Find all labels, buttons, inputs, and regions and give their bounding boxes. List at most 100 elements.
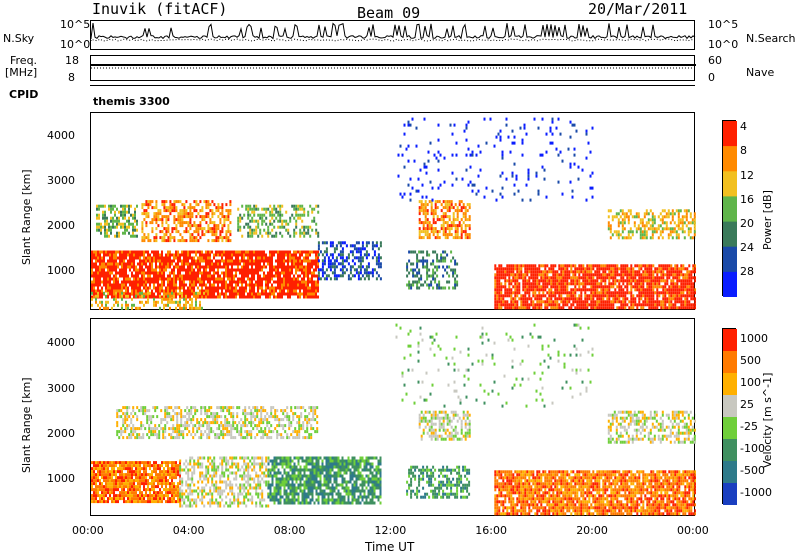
power-cell: [582, 273, 585, 277]
power-cell: [219, 295, 221, 299]
power-cell: [668, 270, 671, 274]
power-cell: [197, 277, 199, 281]
power-cell: [347, 262, 350, 266]
power-cell: [289, 256, 291, 260]
power-cell: [573, 147, 576, 151]
power-cell: [616, 306, 619, 310]
power-cell: [414, 274, 417, 278]
power-cell: [437, 159, 440, 163]
power-cell: [207, 230, 210, 234]
power-cell: [183, 230, 186, 234]
power-cell: [239, 268, 241, 272]
power-cell: [438, 286, 441, 290]
power-cell: [195, 203, 198, 207]
power-cell: [307, 210, 310, 214]
power-cell: [460, 209, 463, 213]
power-cell: [199, 253, 201, 257]
power-cell: [113, 292, 115, 296]
power-cell: [572, 300, 575, 304]
power-cell: [673, 230, 676, 234]
power-cell: [456, 215, 459, 219]
power-cell: [656, 288, 659, 292]
power-cell: [560, 267, 563, 271]
power-cell: [181, 286, 183, 290]
power-cell: [671, 227, 674, 231]
power-cell: [153, 271, 155, 275]
velocity-cell: [127, 488, 129, 492]
power-cell: [161, 297, 163, 301]
power-cell: [121, 262, 123, 266]
power-cell: [113, 265, 115, 269]
power-cell: [644, 303, 647, 307]
power-cell: [377, 256, 380, 260]
power-cell: [620, 279, 623, 283]
power-cell: [217, 253, 219, 257]
power-cell: [454, 230, 457, 234]
power-cell: [103, 265, 105, 269]
power-cell: [506, 294, 509, 298]
power-cell: [169, 206, 172, 210]
power-cell: [671, 236, 674, 240]
power-cell: [112, 216, 114, 220]
power-cell: [181, 259, 183, 263]
velocity-cell: [129, 482, 131, 486]
power-cell: [649, 209, 652, 213]
power-cell: [530, 285, 533, 289]
power-cell: [173, 300, 175, 304]
power-cell: [227, 209, 230, 213]
power-cell: [305, 280, 307, 284]
power-cell: [542, 279, 545, 283]
power-cell: [568, 294, 571, 298]
power-cell: [666, 270, 669, 274]
power-cell: [137, 274, 139, 278]
power-cell: [554, 300, 557, 304]
power-cell: [251, 250, 253, 254]
power-cell: [219, 206, 222, 210]
power-cell: [444, 233, 447, 237]
power-cell: [592, 285, 595, 289]
power-cell: [454, 286, 457, 290]
power-cell: [694, 303, 696, 307]
power-cell: [632, 285, 635, 289]
power-cell: [193, 224, 196, 228]
power-cell: [650, 306, 653, 310]
power-cell: [179, 291, 181, 295]
power-cell: [569, 162, 572, 166]
power-cell: [622, 297, 625, 301]
power-cell: [432, 262, 435, 266]
power-cell: [510, 282, 513, 286]
power-cell: [289, 277, 291, 281]
power-cell: [203, 253, 205, 257]
power-cell: [614, 273, 617, 277]
power-cell: [604, 282, 607, 286]
power-cell: [357, 274, 360, 278]
power-cell: [510, 279, 513, 283]
power-cell: [177, 274, 179, 278]
power-cell: [516, 306, 519, 310]
power-cell: [219, 277, 221, 281]
power-cell: [528, 297, 531, 301]
power-cell: [574, 306, 577, 310]
power-cell: [612, 303, 615, 307]
power-cell: [201, 206, 204, 210]
power-cell: [201, 218, 204, 222]
power-cell: [467, 120, 470, 124]
power-cell: [261, 289, 263, 293]
power-cell: [425, 195, 428, 199]
power-cell: [682, 300, 685, 304]
power-cell: [189, 206, 192, 210]
power-cell: [167, 291, 169, 295]
power-cell: [569, 165, 572, 169]
power-cell: [682, 288, 685, 292]
power-cell: [564, 297, 567, 301]
power-cell: [229, 289, 231, 293]
power-cell: [285, 253, 287, 257]
power-cell: [143, 203, 146, 207]
power-cell: [187, 300, 189, 304]
power-cell: [434, 265, 437, 269]
power-cell: [576, 279, 579, 283]
power-cell: [454, 203, 457, 207]
power-cell: [303, 225, 306, 229]
power-cell: [105, 280, 107, 284]
power-cell: [229, 209, 232, 213]
